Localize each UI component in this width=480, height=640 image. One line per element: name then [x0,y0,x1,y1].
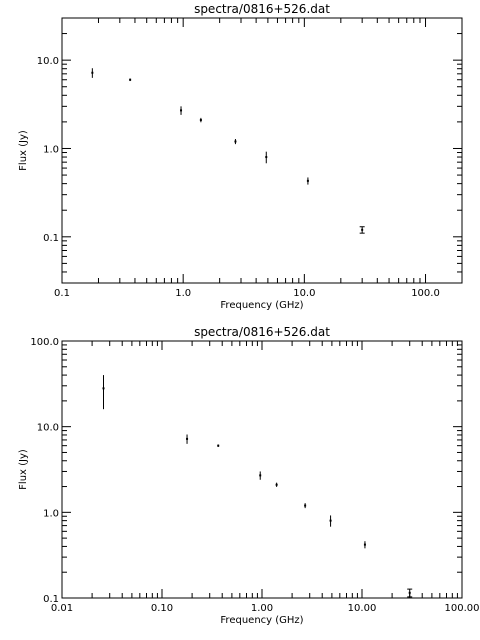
x-tick-label: 100.00 [445,603,480,614]
y-axis-label: Flux (Jy) [18,130,29,171]
data-point [408,591,411,594]
data-point [275,483,278,486]
data-point [363,543,366,546]
y-axis-label: Flux (Jy) [18,449,29,490]
data-point [186,437,189,440]
y-tick-label: 10.0 [37,56,59,67]
y-tick-label: 10.0 [37,423,59,434]
chart-title: spectra/0816+526.dat [194,2,330,16]
x-tick-label: 100.0 [411,288,440,299]
bottom-spectrum-chart: spectra/0816+526.dat 0.01 0.10 1.00 10.00 100… [18,325,480,626]
x-tick-label: 1.00 [251,603,273,614]
data-point [234,140,237,143]
y-tick-label: 1.0 [43,144,59,155]
x-axis-label: Frequency (GHz) [220,615,303,626]
data-point [180,109,183,112]
plot-frame [61,340,463,599]
x-tick-label: 10.00 [348,603,377,614]
y-tick-label: 0.1 [43,594,59,605]
x-tick-label: 0.1 [54,288,70,299]
data-point [304,504,307,507]
data-point [199,119,202,122]
data-point [259,474,262,477]
chart-title: spectra/0816+526.dat [194,325,330,339]
data-point [329,519,332,522]
x-axis-label: Frequency (GHz) [220,300,303,311]
plot-frame [61,17,463,284]
data-point [102,387,105,390]
data-point [306,179,309,182]
data-point [265,156,268,159]
x-tick-label: 10.0 [293,288,315,299]
x-tick-label: 1.0 [175,288,191,299]
x-tick-label: 0.01 [51,603,73,614]
data-point [129,78,132,81]
top-spectrum-chart: spectra/0816+526.dat 0.1 1.0 10.0 100.0 0.1 1.… [18,2,463,311]
x-tick-label: 0.10 [151,603,173,614]
data-point [217,444,220,447]
y-tick-label: 0.1 [43,233,59,244]
data-point [361,228,364,231]
data-point [91,71,94,74]
y-tick-label: 100.0 [30,337,59,348]
y-tick-label: 1.0 [43,508,59,519]
